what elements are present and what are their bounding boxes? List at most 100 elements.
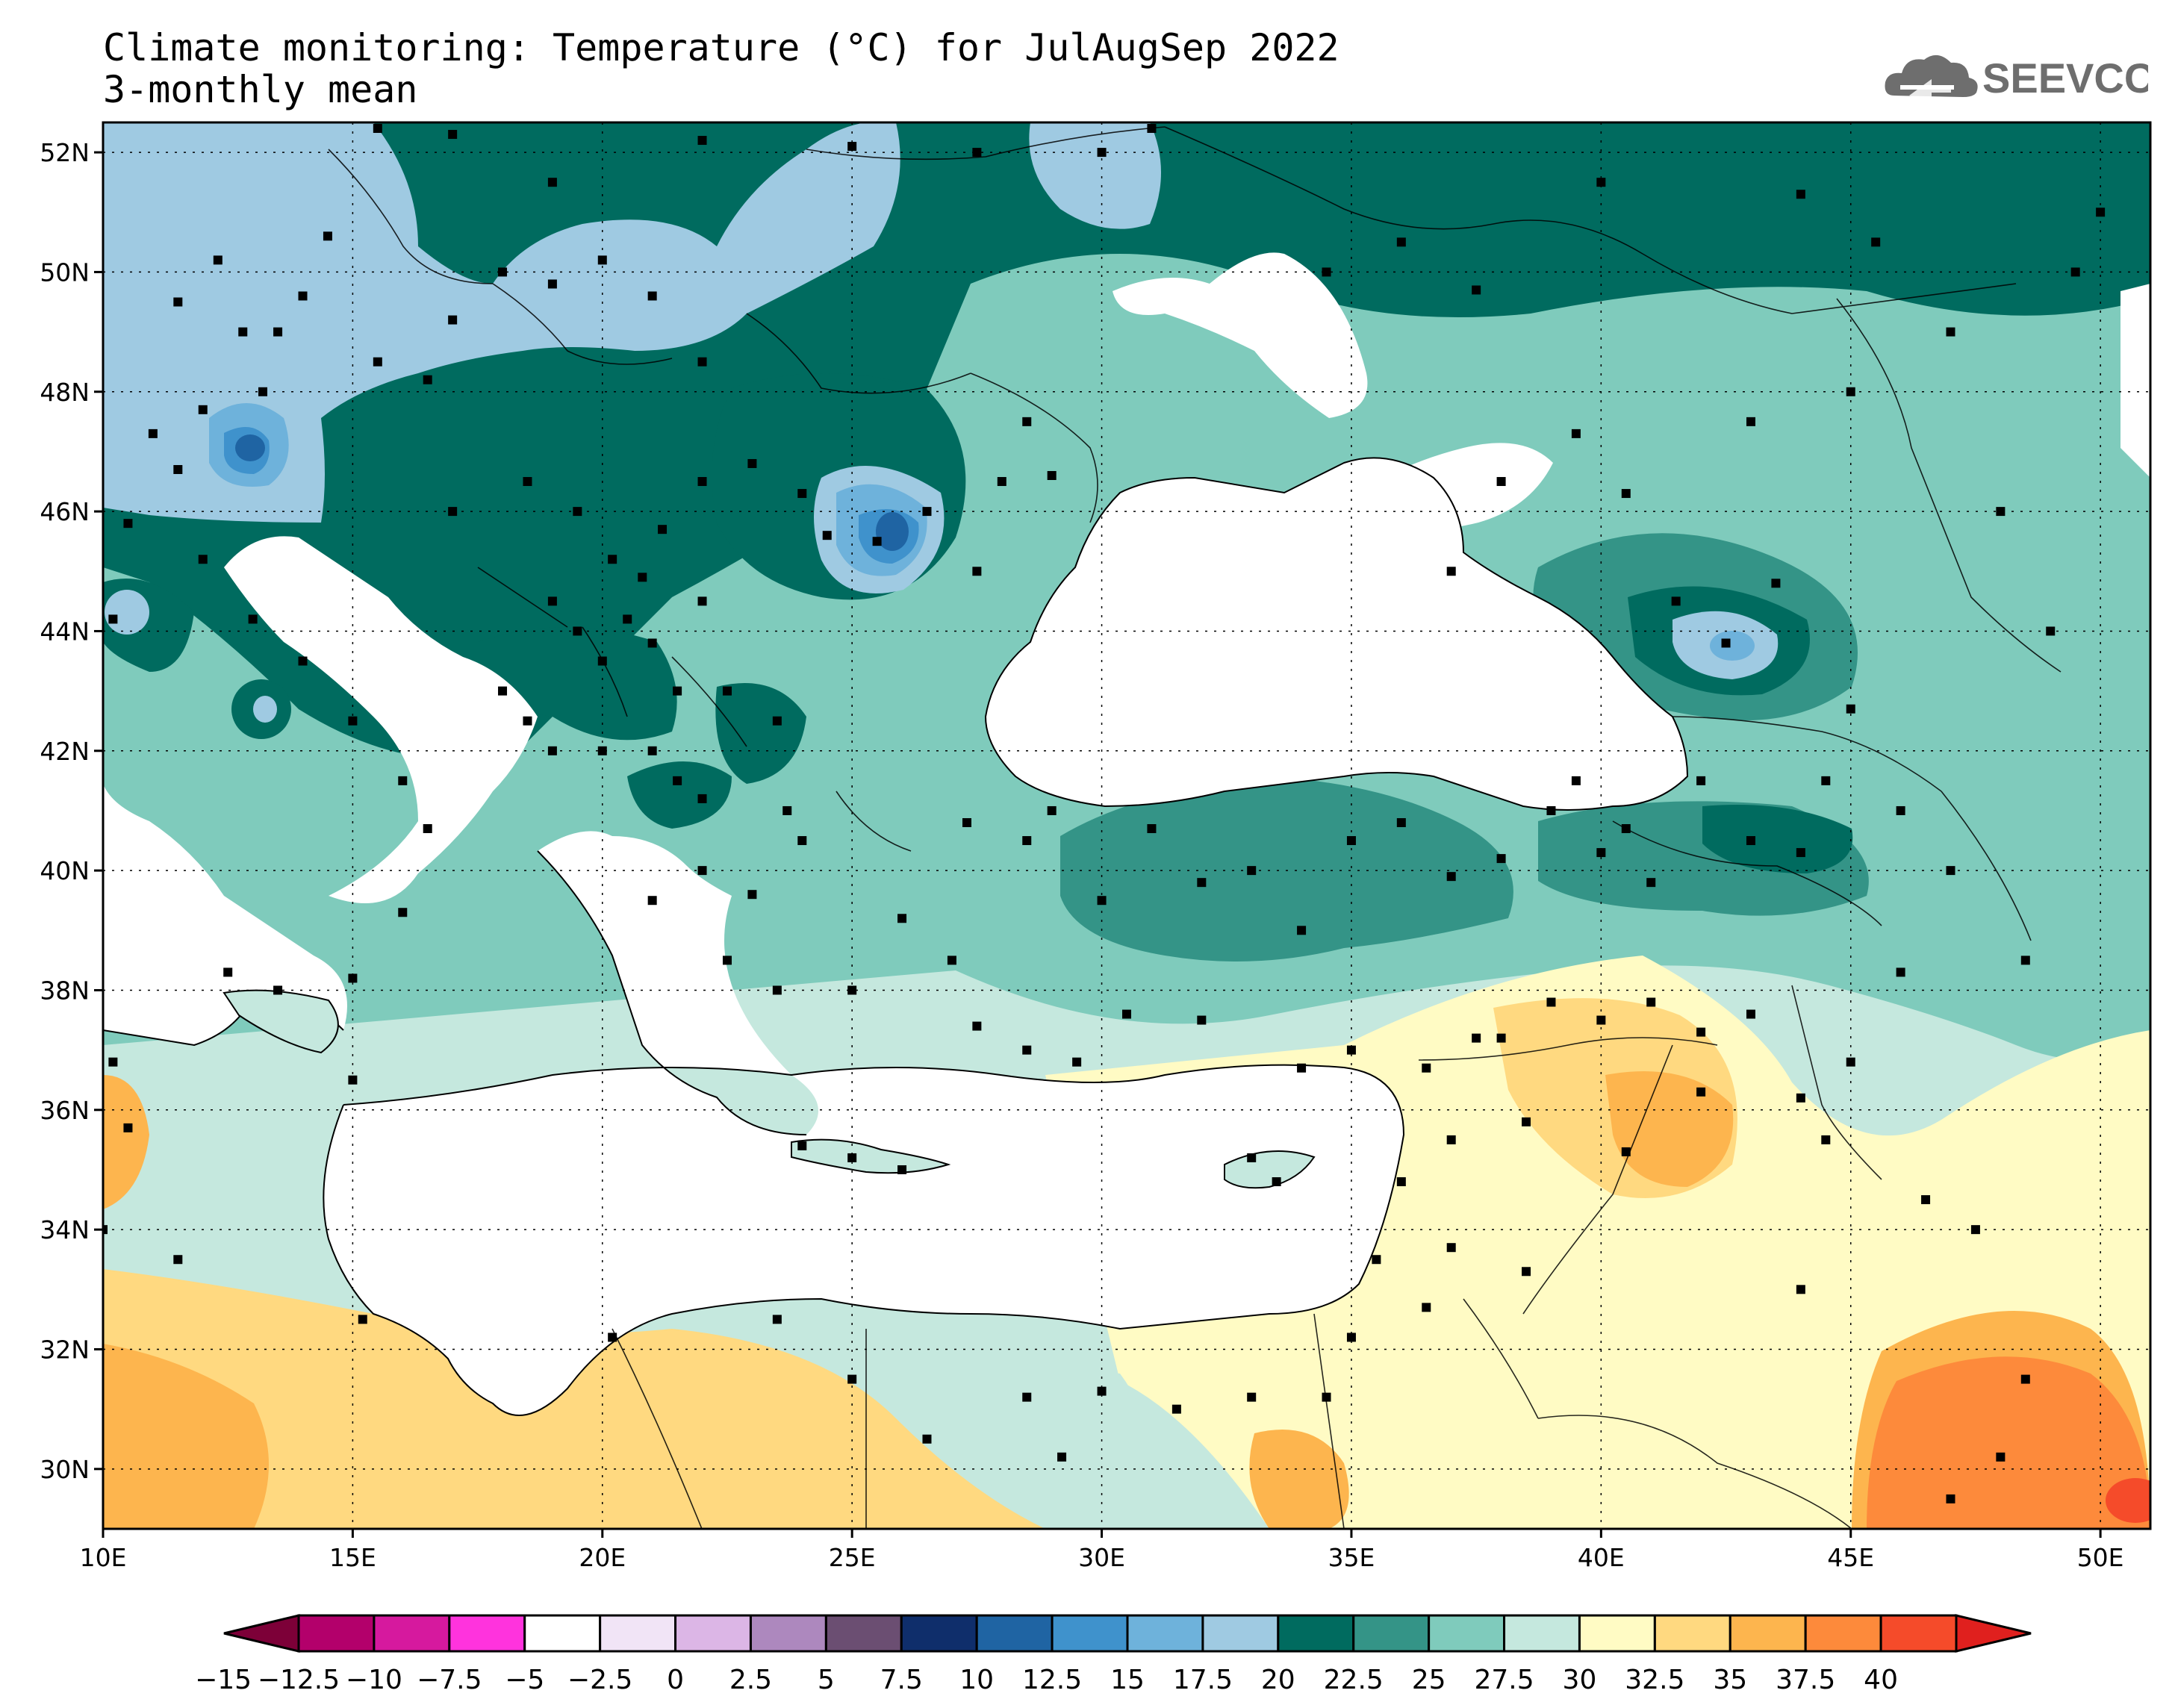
station-marker — [1247, 1153, 1257, 1162]
station-marker — [298, 291, 308, 301]
station-marker — [498, 686, 508, 696]
station-marker — [673, 776, 682, 785]
station-marker — [647, 896, 657, 906]
station-marker — [822, 531, 832, 540]
station-marker — [1147, 124, 1157, 134]
station-marker — [647, 746, 657, 755]
colorbar-swatch — [1578, 1614, 1656, 1653]
station-marker — [1522, 1267, 1531, 1277]
station-marker — [1022, 836, 1032, 846]
station-marker — [1272, 1177, 1281, 1187]
station-marker — [1372, 1255, 1381, 1265]
station-marker — [1472, 1033, 1481, 1043]
colorbar-swatch — [1804, 1614, 1882, 1653]
colorbar-swatch — [599, 1614, 677, 1653]
colorbar-swatch — [1277, 1614, 1355, 1653]
station-marker — [1721, 638, 1731, 648]
station-marker — [1047, 805, 1057, 815]
station-marker — [1596, 848, 1606, 858]
station-marker — [1746, 836, 1755, 846]
station-marker — [1970, 1225, 1980, 1235]
station-marker — [398, 908, 408, 917]
station-marker — [1072, 1057, 1082, 1067]
station-marker — [498, 267, 508, 277]
lon-tick-label: 15E — [329, 1543, 376, 1572]
longitude-axis: 10E 15E 20E 25E 30E 35E 40E 45E 50E — [80, 1529, 2124, 1572]
contour-band-32-libya — [103, 1344, 269, 1529]
station-marker — [1821, 1135, 1831, 1144]
station-marker — [1571, 776, 1581, 785]
lat-tick-label: 34N — [40, 1215, 90, 1244]
station-marker — [1472, 285, 1481, 295]
station-marker — [872, 537, 882, 546]
station-marker — [1446, 1243, 1456, 1253]
station-marker — [697, 136, 707, 146]
station-marker — [1097, 896, 1107, 906]
station-marker — [373, 124, 382, 134]
station-marker — [1596, 1015, 1606, 1025]
station-marker — [722, 956, 732, 965]
map-subtitle: 3-monthly mean — [103, 68, 418, 111]
station-marker — [1571, 428, 1581, 438]
contour-band-20-balkans — [478, 627, 677, 741]
lat-tick-label: 36N — [40, 1096, 90, 1125]
lon-tick-label: 20E — [579, 1543, 626, 1572]
station-marker — [423, 824, 432, 834]
colorbar-swatch — [975, 1614, 1054, 1653]
station-marker — [1496, 1033, 1506, 1043]
station-marker — [1621, 824, 1631, 834]
lat-tick-label: 52N — [40, 138, 90, 167]
contour-band-35-syria — [1605, 1071, 1734, 1187]
station-marker — [2020, 956, 2030, 965]
station-marker — [273, 985, 283, 995]
station-marker — [697, 794, 707, 803]
station-marker — [747, 458, 757, 468]
colorbar-swatch — [1201, 1614, 1280, 1653]
station-marker — [1396, 817, 1406, 827]
station-marker — [1047, 471, 1057, 481]
lat-tick-label: 46N — [40, 497, 90, 526]
station-marker — [797, 836, 807, 846]
colorbar-label: 5 — [818, 1665, 835, 1695]
colorbar-swatch — [674, 1614, 752, 1653]
station-marker — [248, 614, 258, 624]
seevccc-logo: SEEVCCC — [1879, 43, 2175, 110]
colorbar-label: −7.5 — [417, 1665, 482, 1695]
station-marker — [1896, 967, 1905, 977]
lon-tick-label: 30E — [1078, 1543, 1125, 1572]
station-marker — [1796, 1285, 1805, 1294]
colorbar-label: −10 — [346, 1665, 402, 1695]
station-marker — [1346, 1045, 1356, 1055]
station-marker — [1446, 567, 1456, 576]
contour-band-37-iraq — [1867, 1356, 2150, 1529]
station-marker — [962, 817, 971, 827]
contour-band-30-libya — [103, 1269, 1045, 1529]
contour-band-15-italy-north — [105, 590, 149, 635]
station-marker — [1057, 1452, 1067, 1462]
station-marker — [1796, 848, 1805, 858]
lat-tick-label: 50N — [40, 258, 90, 287]
station-marker — [747, 890, 757, 900]
station-marker — [1346, 1333, 1356, 1342]
station-marker — [273, 327, 283, 337]
contour-band-32-egypt — [1249, 1430, 1349, 1529]
station-marker — [2020, 1374, 2030, 1384]
station-marker — [1696, 776, 1706, 785]
station-marker — [797, 489, 807, 499]
station-marker — [103, 1225, 108, 1235]
colorbar-label: −15 — [195, 1665, 252, 1695]
contour-band-15-northwest — [103, 122, 900, 523]
contour-band-12-caucasus — [1710, 631, 1755, 661]
colorbar-label: 35 — [1713, 1665, 1747, 1695]
map-plot-area — [103, 122, 2150, 1529]
station-marker — [238, 327, 248, 337]
cloud-icon: SEEVCCC — [1885, 54, 2175, 102]
colorbar-label: 37.5 — [1776, 1665, 1835, 1695]
colorbar-under-arrow — [223, 1614, 300, 1653]
station-marker — [1546, 805, 1556, 815]
station-marker — [1996, 1452, 2006, 1462]
station-marker — [947, 956, 956, 965]
colorbar-label: 17.5 — [1173, 1665, 1233, 1695]
station-marker — [348, 973, 358, 983]
